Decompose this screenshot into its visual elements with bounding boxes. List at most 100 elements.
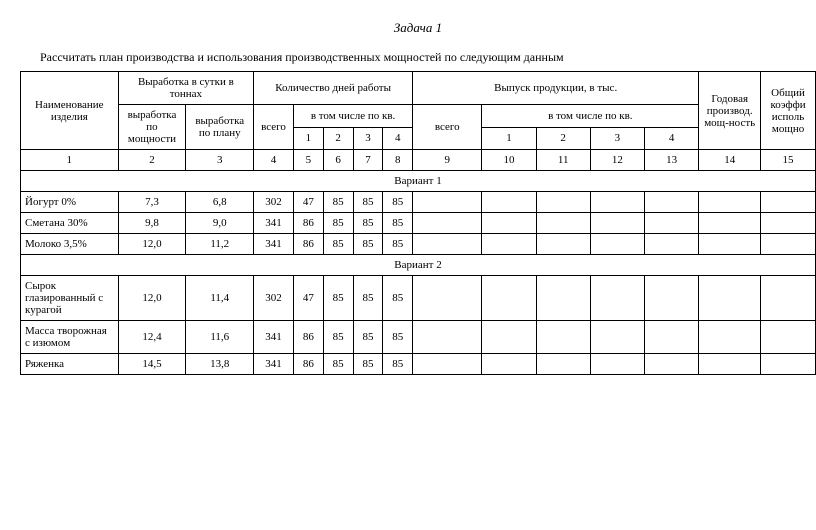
cell-days-q1: 47 (293, 276, 323, 321)
cell-days-q4: 85 (383, 192, 413, 213)
cell-vyrabotka-m: 9,8 (118, 213, 186, 234)
cell-out-q1 (482, 321, 536, 354)
table-body: Вариант 1Йогурт 0%7,36,830247858585Смета… (21, 171, 816, 375)
colnum: 6 (323, 150, 353, 171)
cell-days-all: 341 (254, 321, 294, 354)
hdr-godovaya: Годовая производ. мощ-ность (699, 72, 761, 150)
cell-name: Сметана 30% (21, 213, 119, 234)
cell-godovaya (699, 354, 761, 375)
task-title: Задача 1 (20, 20, 816, 36)
cell-out-q3 (590, 276, 644, 321)
cell-vyrabotka-p: 11,2 (186, 234, 254, 255)
hdr-days-q3: 3 (353, 127, 383, 150)
cell-out-q3 (590, 321, 644, 354)
cell-days-q3: 85 (353, 213, 383, 234)
cell-out-q1 (482, 234, 536, 255)
cell-out-all (413, 192, 482, 213)
cell-coef (761, 234, 816, 255)
cell-coef (761, 321, 816, 354)
hdr-coef: Общий коэффи исполь мощно (761, 72, 816, 150)
cell-vyrabotka-m: 12,4 (118, 321, 186, 354)
cell-out-q4 (645, 234, 699, 255)
cell-out-all (413, 321, 482, 354)
cell-days-all: 341 (254, 234, 294, 255)
cell-days-q4: 85 (383, 354, 413, 375)
cell-vyrabotka-p: 6,8 (186, 192, 254, 213)
cell-out-q2 (536, 234, 590, 255)
section-row: Вариант 1 (21, 171, 816, 192)
cell-godovaya (699, 234, 761, 255)
cell-out-all (413, 234, 482, 255)
colnum: 9 (413, 150, 482, 171)
section-label: Вариант 1 (21, 171, 816, 192)
cell-vyrabotka-m: 14,5 (118, 354, 186, 375)
hdr-vyrabotka-p: выработка по плану (186, 105, 254, 150)
cell-out-q3 (590, 192, 644, 213)
cell-coef (761, 354, 816, 375)
cell-days-q4: 85 (383, 321, 413, 354)
table-header: Наименование изделия Выработка в сутки в… (21, 72, 816, 171)
cell-days-q1: 86 (293, 213, 323, 234)
section-label: Вариант 2 (21, 255, 816, 276)
cell-days-q3: 85 (353, 276, 383, 321)
column-number-row: 1 2 3 4 5 6 7 8 9 10 11 12 13 14 15 (21, 150, 816, 171)
section-row: Вариант 2 (21, 255, 816, 276)
hdr-out-q3: 3 (590, 127, 644, 150)
table-row: Молоко 3,5%12,011,234186858585 (21, 234, 816, 255)
cell-name: Молоко 3,5% (21, 234, 119, 255)
cell-godovaya (699, 321, 761, 354)
cell-days-q2: 85 (323, 234, 353, 255)
cell-days-q4: 85 (383, 213, 413, 234)
cell-vyrabotka-m: 7,3 (118, 192, 186, 213)
cell-out-q2 (536, 276, 590, 321)
cell-days-q3: 85 (353, 234, 383, 255)
cell-days-all: 341 (254, 213, 294, 234)
hdr-days-vsego: всего (254, 105, 294, 150)
colnum: 3 (186, 150, 254, 171)
cell-out-q1 (482, 354, 536, 375)
task-subtitle: Рассчитать план производства и использов… (20, 50, 816, 65)
table-row: Йогурт 0%7,36,830247858585 (21, 192, 816, 213)
colnum: 4 (254, 150, 294, 171)
cell-days-q1: 86 (293, 234, 323, 255)
cell-out-q2 (536, 321, 590, 354)
production-table: Наименование изделия Выработка в сутки в… (20, 71, 816, 375)
colnum: 11 (536, 150, 590, 171)
hdr-out-q4: 4 (645, 127, 699, 150)
hdr-vyrabotka-group: Выработка в сутки в тоннах (118, 72, 254, 105)
cell-out-q1 (482, 276, 536, 321)
hdr-out-q1: 1 (482, 127, 536, 150)
cell-out-q3 (590, 213, 644, 234)
hdr-days-q2: 2 (323, 127, 353, 150)
cell-out-q4 (645, 354, 699, 375)
cell-name: Масса творожная с изюмом (21, 321, 119, 354)
cell-godovaya (699, 192, 761, 213)
table-row: Масса творожная с изюмом12,411,634186858… (21, 321, 816, 354)
cell-out-q1 (482, 213, 536, 234)
cell-days-q2: 85 (323, 276, 353, 321)
cell-days-q2: 85 (323, 354, 353, 375)
cell-out-all (413, 213, 482, 234)
cell-out-q2 (536, 354, 590, 375)
cell-days-q1: 86 (293, 354, 323, 375)
cell-out-q1 (482, 192, 536, 213)
colnum: 14 (699, 150, 761, 171)
cell-out-q3 (590, 354, 644, 375)
cell-vyrabotka-p: 11,6 (186, 321, 254, 354)
cell-out-all (413, 276, 482, 321)
hdr-out-vsego: всего (413, 105, 482, 150)
hdr-output-group: Выпуск продукции, в тыс. (413, 72, 699, 105)
hdr-out-kv: в том числе по кв. (482, 105, 699, 128)
cell-godovaya (699, 213, 761, 234)
cell-days-q1: 47 (293, 192, 323, 213)
colnum: 1 (21, 150, 119, 171)
cell-name: Ряженка (21, 354, 119, 375)
cell-days-all: 341 (254, 354, 294, 375)
hdr-days-kv: в том числе по кв. (293, 105, 412, 128)
cell-out-q2 (536, 192, 590, 213)
table-row: Сметана 30%9,89,034186858585 (21, 213, 816, 234)
cell-days-q2: 85 (323, 192, 353, 213)
cell-days-q3: 85 (353, 192, 383, 213)
cell-days-q3: 85 (353, 321, 383, 354)
hdr-days-group: Количество дней работы (254, 72, 413, 105)
